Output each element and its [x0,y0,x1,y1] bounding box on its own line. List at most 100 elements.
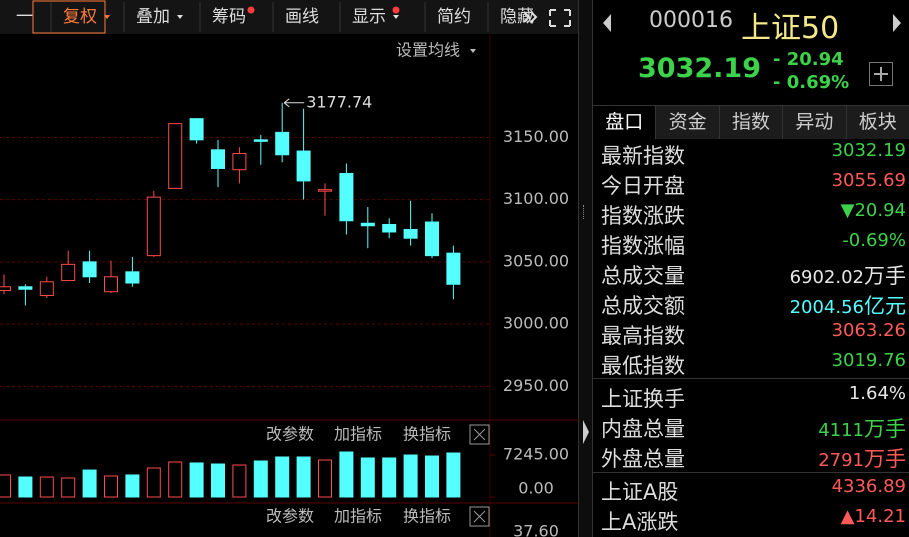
next-arrow[interactable] [893,14,901,32]
toolbar-button[interactable]: 画线 [285,7,319,27]
y-tick-label: 0.00 [518,479,554,498]
y-tick-label: 3000.00 [503,314,569,333]
row-label: 上A涨跌 [601,510,679,534]
toolbar [0,0,578,34]
volume-bar [189,462,204,498]
volume-bar [0,474,11,498]
value: 3063.26 [831,320,906,341]
row-value: ▲14.21 [841,506,906,536]
dropdown-icon [104,15,110,19]
toolbar-button[interactable]: 隐藏 [500,7,534,27]
row-label: 最高指数 [601,324,685,348]
candle-body [189,118,204,141]
volume-bar [125,474,140,498]
annotation-arrow [283,98,305,108]
collapse-icon[interactable] [581,418,591,446]
volume-bar [232,464,247,498]
volume-bar [82,469,97,498]
candle-body [339,172,354,222]
indicator-tool[interactable]: 改参数 [266,425,314,444]
candle-body [360,222,375,227]
tab[interactable]: 资金 [656,105,720,139]
y-tick-label: 3150.00 [503,127,569,146]
candle-body [211,149,225,169]
close-button[interactable] [469,424,490,445]
close-button[interactable] [469,506,490,527]
candle-body [382,224,397,233]
unit: 万手 [864,417,906,441]
tab[interactable]: 板块 [846,105,909,139]
row-value: 2791 万手 [818,443,906,473]
indicator-tool[interactable]: 加指标 [334,507,382,526]
row-label: 最低指数 [601,354,685,378]
toolbar-button[interactable]: 简约 [437,7,471,27]
toolbar-button[interactable]: 一 [16,7,33,27]
tab[interactable]: 盘口 [593,105,657,139]
candle-body [275,131,290,156]
annotation: 3177.74 [306,92,372,111]
row-value: ▼20.94 [841,200,906,230]
indicator-tool[interactable]: 换指标 [403,425,451,444]
value: 4111 [818,420,864,441]
volume-bar [296,456,311,498]
volume-bar [382,457,397,498]
active-tab [32,0,106,34]
dropdown-icon [470,49,476,53]
add-button[interactable] [869,62,893,86]
row-label: 内盘总量 [601,417,685,441]
row-value: 2004.56 亿元 [790,290,906,320]
ma-settings[interactable]: 设置均线 [396,41,460,60]
toolbar-button[interactable]: 筹码 [212,7,246,27]
tab[interactable]: 指数 [719,105,784,139]
value: 2004.56 [789,297,864,318]
change-pct: - 0.69% [773,72,850,93]
volume-bar [146,467,161,498]
y-tick-label: 3050.00 [503,251,569,270]
candle-body [104,276,118,293]
fullscreen-icon[interactable] [549,9,571,27]
row-value: 3055.69 [832,170,906,200]
index-name: 上证50 [741,11,840,46]
row-value: -0.69% [842,230,906,260]
value: 4336.89 [831,476,906,497]
toolbar-button[interactable]: 叠加 [136,7,170,27]
last-price: 3032.19 [638,53,761,84]
tab[interactable]: 异动 [783,105,847,139]
row-value: 6902.02 万手 [790,260,906,290]
row-divider [593,472,909,473]
row-value: 1.64% [849,383,906,413]
volume-bar [446,452,461,498]
indicator-tool[interactable]: 换指标 [403,507,451,526]
indicator-tool[interactable]: 改参数 [266,507,314,526]
index-code: 000016 [649,8,733,33]
indicator-tool[interactable]: 加指标 [334,425,382,444]
prev-arrow[interactable] [603,14,611,32]
candle-body [18,286,33,290]
candle-body [146,196,161,257]
volume-bar [360,457,375,498]
dropdown-icon [393,15,399,19]
y-tick-label: 37.60 [513,522,559,537]
toolbar-button[interactable]: 显示 [352,7,386,27]
value: 1.64% [848,383,906,404]
expand-icon[interactable] [523,11,538,23]
candle-body [39,281,54,296]
row-value: 4336.89 [832,476,906,506]
row-label: 最新指数 [601,144,685,168]
scrollbar[interactable] [578,0,593,537]
volume-bar [403,454,418,498]
candle-body [0,286,11,292]
change: - 20.94 [773,49,844,70]
unit: 亿元 [864,294,906,318]
volume-bar [275,456,290,498]
candle-body [296,150,311,182]
y-tick-label: 7245.00 [503,445,569,464]
value: 3019.76 [831,350,906,371]
row-value: 3032.19 [832,140,906,170]
toolbar-button[interactable]: 复权 [63,7,97,27]
close-icon [473,428,486,441]
candle-body [232,153,247,171]
badge [392,6,400,14]
row-value: 3019.76 [832,350,906,380]
badge [247,6,255,14]
